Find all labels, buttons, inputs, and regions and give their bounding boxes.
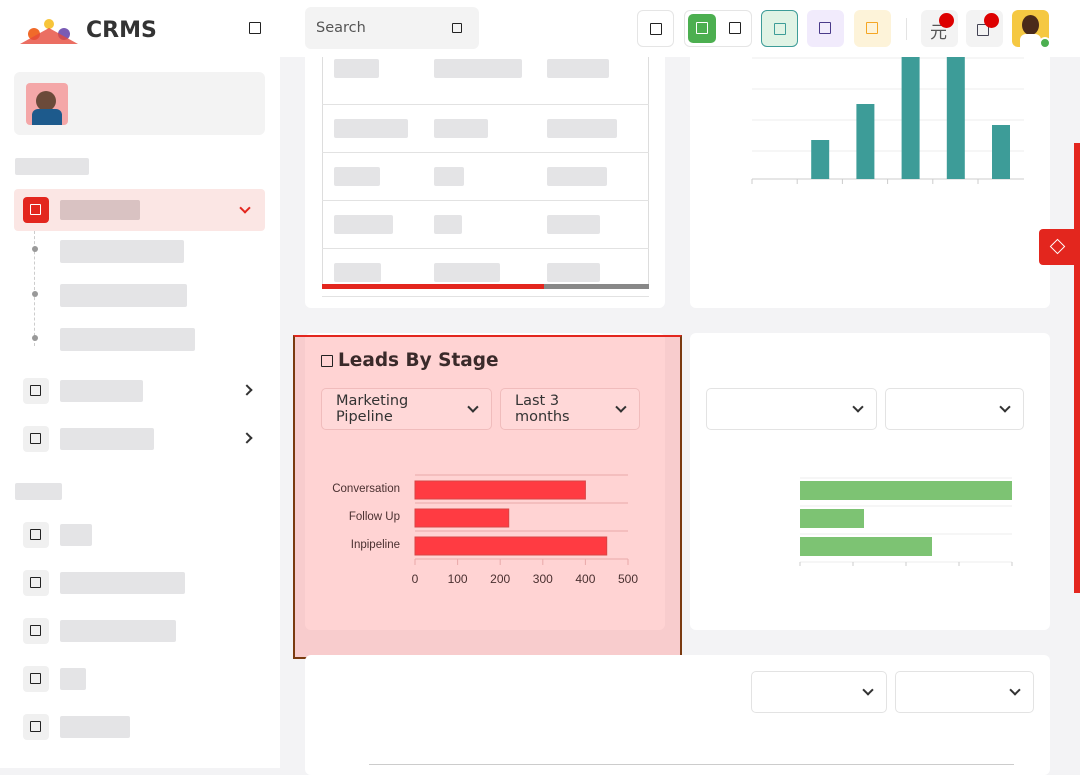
logo[interactable]: CRMS [18, 14, 157, 46]
notification-dot [939, 13, 954, 28]
category-label: Inpipeline [351, 539, 400, 551]
search-input[interactable]: Search [305, 7, 479, 49]
leads-bar-chart: 0 100 200 300 400 500 Conversation Follow Up Inp… [332, 474, 638, 586]
teal-bar [992, 125, 1010, 179]
settings-icon [1049, 238, 1066, 255]
online-status-dot [1039, 37, 1051, 49]
period-select[interactable]: Last 3 months [500, 388, 640, 430]
theme-settings-button[interactable] [1039, 229, 1076, 265]
crms-logo-icon [20, 19, 78, 44]
filter-select[interactable] [895, 671, 1034, 713]
fullscreen-button[interactable] [637, 10, 674, 47]
table-scrollbar[interactable] [322, 284, 649, 289]
dashboard-icon [30, 204, 41, 215]
chart-icon [321, 354, 333, 367]
x-tick-label: 400 [575, 572, 595, 586]
header: Search 元 [280, 0, 1080, 57]
user-avatar[interactable] [1012, 10, 1051, 49]
chevron-down-icon [239, 202, 251, 214]
avatar [26, 83, 68, 125]
teal-bar [856, 104, 875, 179]
teal-chart-card [690, 57, 1050, 308]
sidebar-item[interactable] [23, 426, 49, 452]
chevron-down-icon [615, 400, 627, 413]
sidebar-item[interactable] [23, 522, 49, 548]
sidebar-item-active[interactable] [14, 189, 265, 231]
x-tick-label: 200 [490, 572, 510, 586]
submenu-item[interactable] [60, 284, 187, 307]
lead-bar [414, 508, 510, 528]
chevron-right-icon [241, 384, 253, 396]
table-row[interactable] [322, 249, 649, 297]
search-placeholder: Search [316, 20, 366, 36]
green-bar [800, 481, 1012, 500]
language-icon: 元 [930, 23, 947, 43]
x-tick-label: 300 [533, 572, 553, 586]
filter-select[interactable] [751, 671, 887, 713]
x-tick-label: 0 [412, 572, 419, 586]
profile-card[interactable] [14, 72, 265, 135]
teal-bar-chart [751, 57, 1024, 184]
green-bar [800, 537, 932, 556]
table-row[interactable] [322, 105, 649, 153]
lead-bar [414, 536, 608, 556]
green-bar [800, 509, 864, 528]
sidebar-item[interactable] [23, 666, 49, 692]
teal-bar [811, 140, 830, 179]
sidebar-item[interactable] [23, 714, 49, 740]
table-row[interactable] [322, 201, 649, 249]
filter-select[interactable] [885, 388, 1024, 430]
purple-button[interactable] [807, 10, 844, 47]
sidebar: CRMS [0, 0, 280, 768]
orange-button[interactable] [854, 10, 891, 47]
table-row[interactable] [322, 57, 649, 105]
lead-bar [414, 480, 586, 500]
layout-toggle[interactable] [684, 10, 752, 47]
leads-card-title: Leads By Stage [321, 350, 499, 371]
pipeline-select[interactable]: Marketing Pipeline [321, 388, 492, 430]
category-label: Conversation [332, 483, 400, 495]
teal-bar [901, 57, 920, 179]
sidebar-item[interactable] [23, 378, 49, 404]
filter-select[interactable] [706, 388, 877, 430]
language-button[interactable]: 元 [921, 10, 958, 47]
green-chart-card [690, 333, 1050, 630]
messages-button[interactable] [966, 10, 1003, 47]
chevron-down-icon [467, 400, 479, 413]
layout-mini-button[interactable] [688, 14, 716, 43]
teal-button[interactable] [761, 10, 798, 47]
bottom-card [305, 655, 1050, 775]
green-bar-chart [799, 477, 1013, 566]
app-name: CRMS [86, 17, 157, 43]
sidebar-item[interactable] [23, 570, 49, 596]
sidebar-item[interactable] [23, 618, 49, 644]
search-icon[interactable] [452, 23, 462, 33]
submenu-item[interactable] [60, 240, 184, 263]
chevron-right-icon [241, 432, 253, 444]
table-card [305, 57, 665, 308]
x-tick-label: 100 [448, 572, 468, 586]
notification-dot [984, 13, 999, 28]
page-scrollbar[interactable] [1074, 143, 1080, 593]
table-row[interactable] [322, 153, 649, 201]
teal-bar [946, 57, 965, 179]
layout-full-button[interactable] [729, 22, 741, 34]
menu-toggle-icon[interactable] [249, 22, 261, 34]
category-label: Follow Up [349, 511, 400, 523]
submenu-item[interactable] [60, 328, 195, 351]
x-tick-label: 500 [618, 572, 638, 586]
